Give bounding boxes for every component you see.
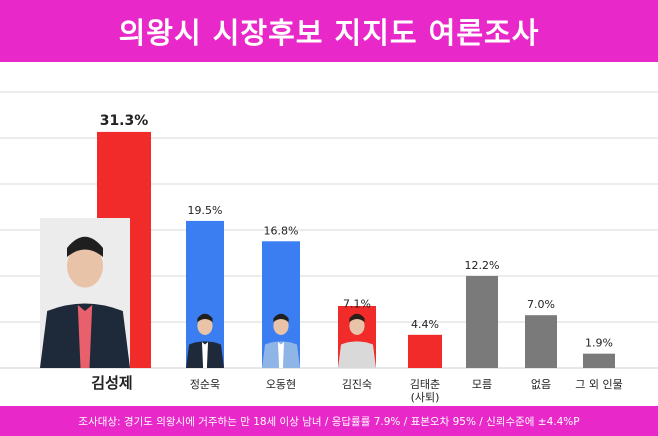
bar-group: 7.0% 없음 <box>525 298 557 391</box>
category-label: 정순욱 <box>190 378 220 391</box>
face-shape <box>197 316 213 335</box>
tie-shape <box>277 341 285 368</box>
footnote-banner: 조사대상: 경기도 의왕시에 거주하는 만 18세 이상 남녀 / 응답률률 7… <box>0 406 658 436</box>
bar-group: 31.3% 김성제 <box>40 113 151 392</box>
category-label: 오동현 <box>266 378 296 391</box>
title-banner: 의왕시 시장후보 지지도 여론조사 <box>0 0 658 62</box>
face-shape <box>67 244 103 288</box>
suit-shape <box>338 341 376 368</box>
category-label: 김태춘 <box>410 378 440 391</box>
hair-shape <box>349 313 365 323</box>
category-label: 모름 <box>472 378 492 391</box>
value-label: 16.8% <box>264 224 299 237</box>
bar-group: 12.2% 모름 <box>465 259 500 391</box>
bar-group: 19.5% 정순욱 <box>186 204 224 391</box>
value-label: 19.5% <box>188 204 223 217</box>
value-label: 4.4% <box>411 318 439 331</box>
bar <box>466 275 498 368</box>
tie-shape <box>201 341 209 368</box>
hair-shape <box>273 313 289 323</box>
value-label: 31.3% <box>100 113 149 129</box>
bar-group: 16.8% 오동현 <box>262 224 300 391</box>
candidate-photo <box>40 218 130 368</box>
bar-group: 7.1% 김진숙 <box>338 297 376 391</box>
category-label: 그 외 인물 <box>575 378 622 391</box>
category-label: 김진숙 <box>342 378 372 391</box>
hair-shape <box>197 313 213 323</box>
candidate-photo <box>262 306 300 368</box>
bar <box>525 315 557 368</box>
bar-chart: 31.3% 김성제 19.5% 정순욱 16.8% 오동현 7.1% 김진숙 4.4% 김태춘(사… <box>0 91 658 404</box>
bar-group: 4.4% 김태춘(사퇴) <box>408 318 442 404</box>
tie-shape <box>77 305 93 368</box>
value-label: 1.9% <box>585 337 613 350</box>
chart-area: 31.3% 김성제 19.5% 정순욱 16.8% 오동현 7.1% 김진숙 4.4% 김태춘 (사… <box>0 62 658 406</box>
bar <box>583 353 615 368</box>
hair-shape <box>67 236 103 257</box>
bar <box>408 334 442 368</box>
category-label: 김성제 <box>91 374 132 392</box>
bar-group: 1.9% 그 외 인물 <box>575 337 622 391</box>
chart-title: 의왕시 시장후보 지지도 여론조사 <box>118 16 540 50</box>
value-label: 7.0% <box>527 298 555 311</box>
face-shape <box>349 316 365 335</box>
category-label: (사퇴) <box>411 391 440 404</box>
value-label: 12.2% <box>465 259 500 272</box>
category-label: 없음 <box>531 378 551 391</box>
face-shape <box>273 316 289 335</box>
candidate-photo <box>186 306 224 368</box>
candidate-photo <box>338 306 376 368</box>
footnote: 조사대상: 경기도 의왕시에 거주하는 만 18세 이상 남녀 / 응답률률 7… <box>78 415 580 428</box>
value-label: 7.1% <box>343 297 371 310</box>
